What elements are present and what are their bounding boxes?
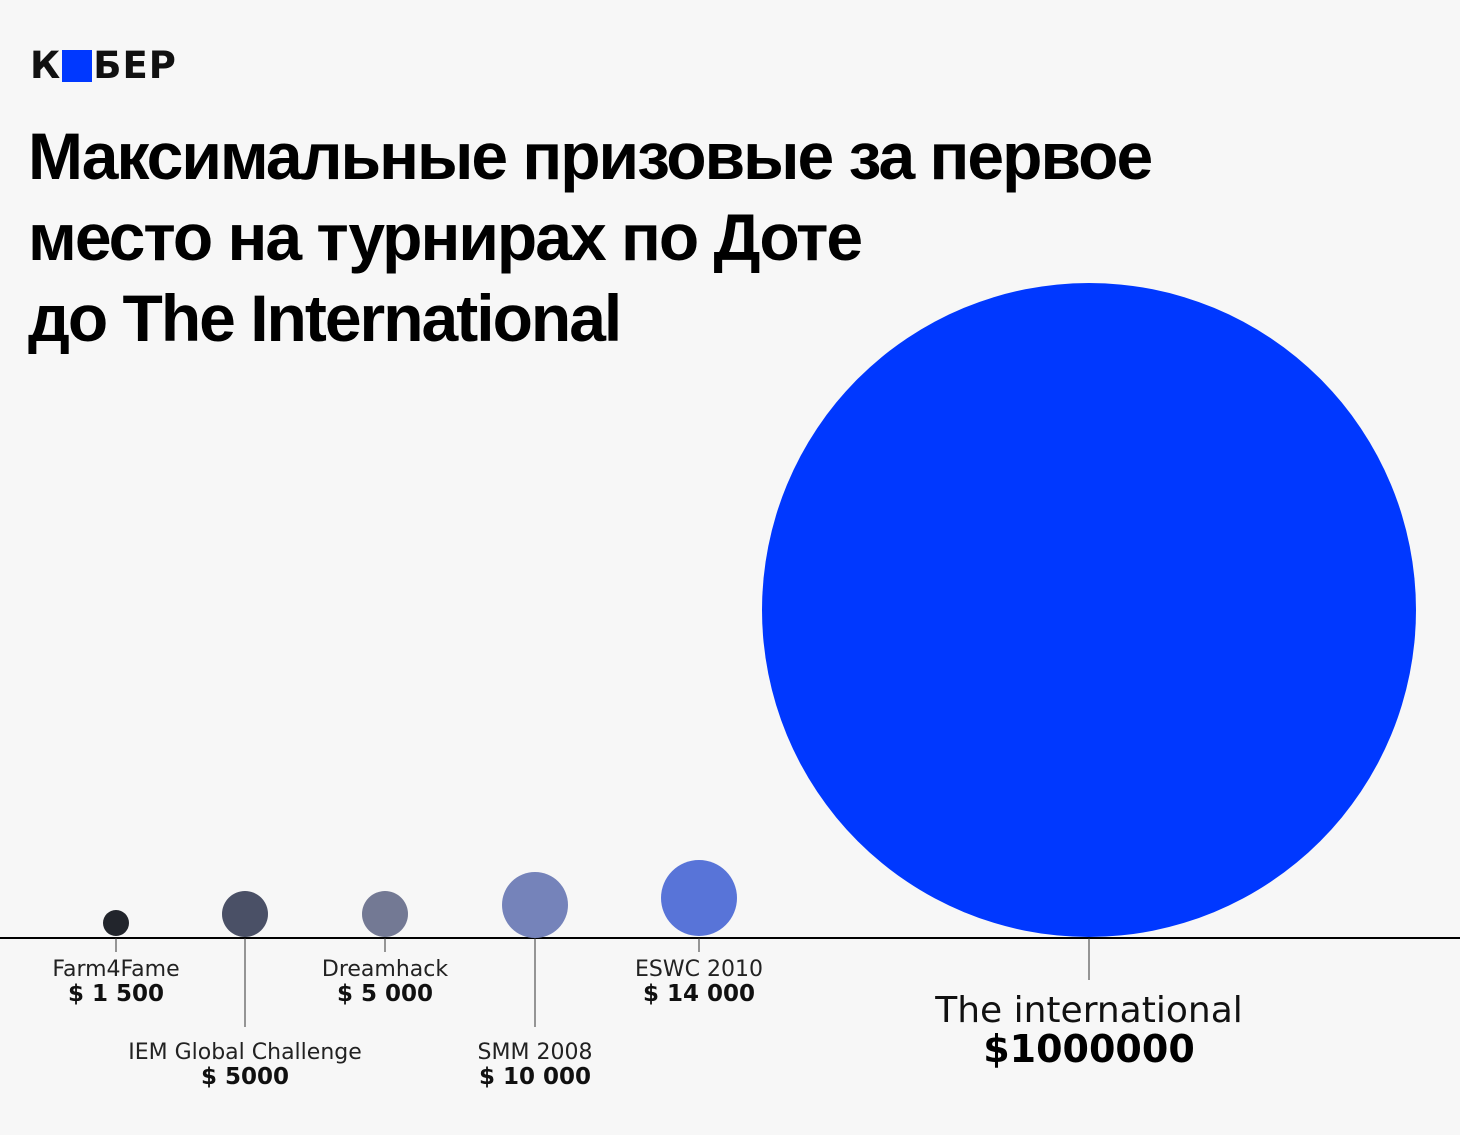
bubble-label-name: SMM 2008 [478,1040,593,1065]
bubble-label-value: $ 5 000 [337,981,433,1007]
bubble-label-name: The international [934,990,1243,1031]
logo: К БЕР [30,46,177,86]
bubble-label-name: Dreamhack [322,957,448,982]
bubble-label-name: IEM Global Challenge [128,1040,362,1065]
bubble-smm-2008 [502,872,568,938]
bubble-farm4fame [103,910,129,936]
bubble-label-name: Farm4Fame [52,957,179,982]
bubble-dreamhack [362,891,408,937]
logo-text-right: БЕР [93,44,177,87]
bubble-label-value: $ 10 000 [479,1064,591,1090]
bubble-label-name: ESWC 2010 [635,957,763,982]
bubble-label-value: $1000000 [983,1027,1195,1071]
bubble-label-value: $ 14 000 [643,981,755,1007]
logo-accent-block [62,50,93,82]
bubble-eswc-2010 [661,860,737,936]
logo-text-left: К [30,44,62,87]
title-line-2: место на турнирах по Доте [28,200,863,274]
bubble-label-value: $ 5000 [201,1064,289,1090]
bubble-iem-global-challenge [222,891,268,937]
title-line-1: Максимальные призовые за первое [28,119,1153,193]
bubble-the-international [762,283,1416,937]
page-title: Максимальные призовые за первое место на… [28,116,1228,359]
bubble-label-value: $ 1 500 [68,981,164,1007]
title-line-3: до The International [28,281,622,355]
